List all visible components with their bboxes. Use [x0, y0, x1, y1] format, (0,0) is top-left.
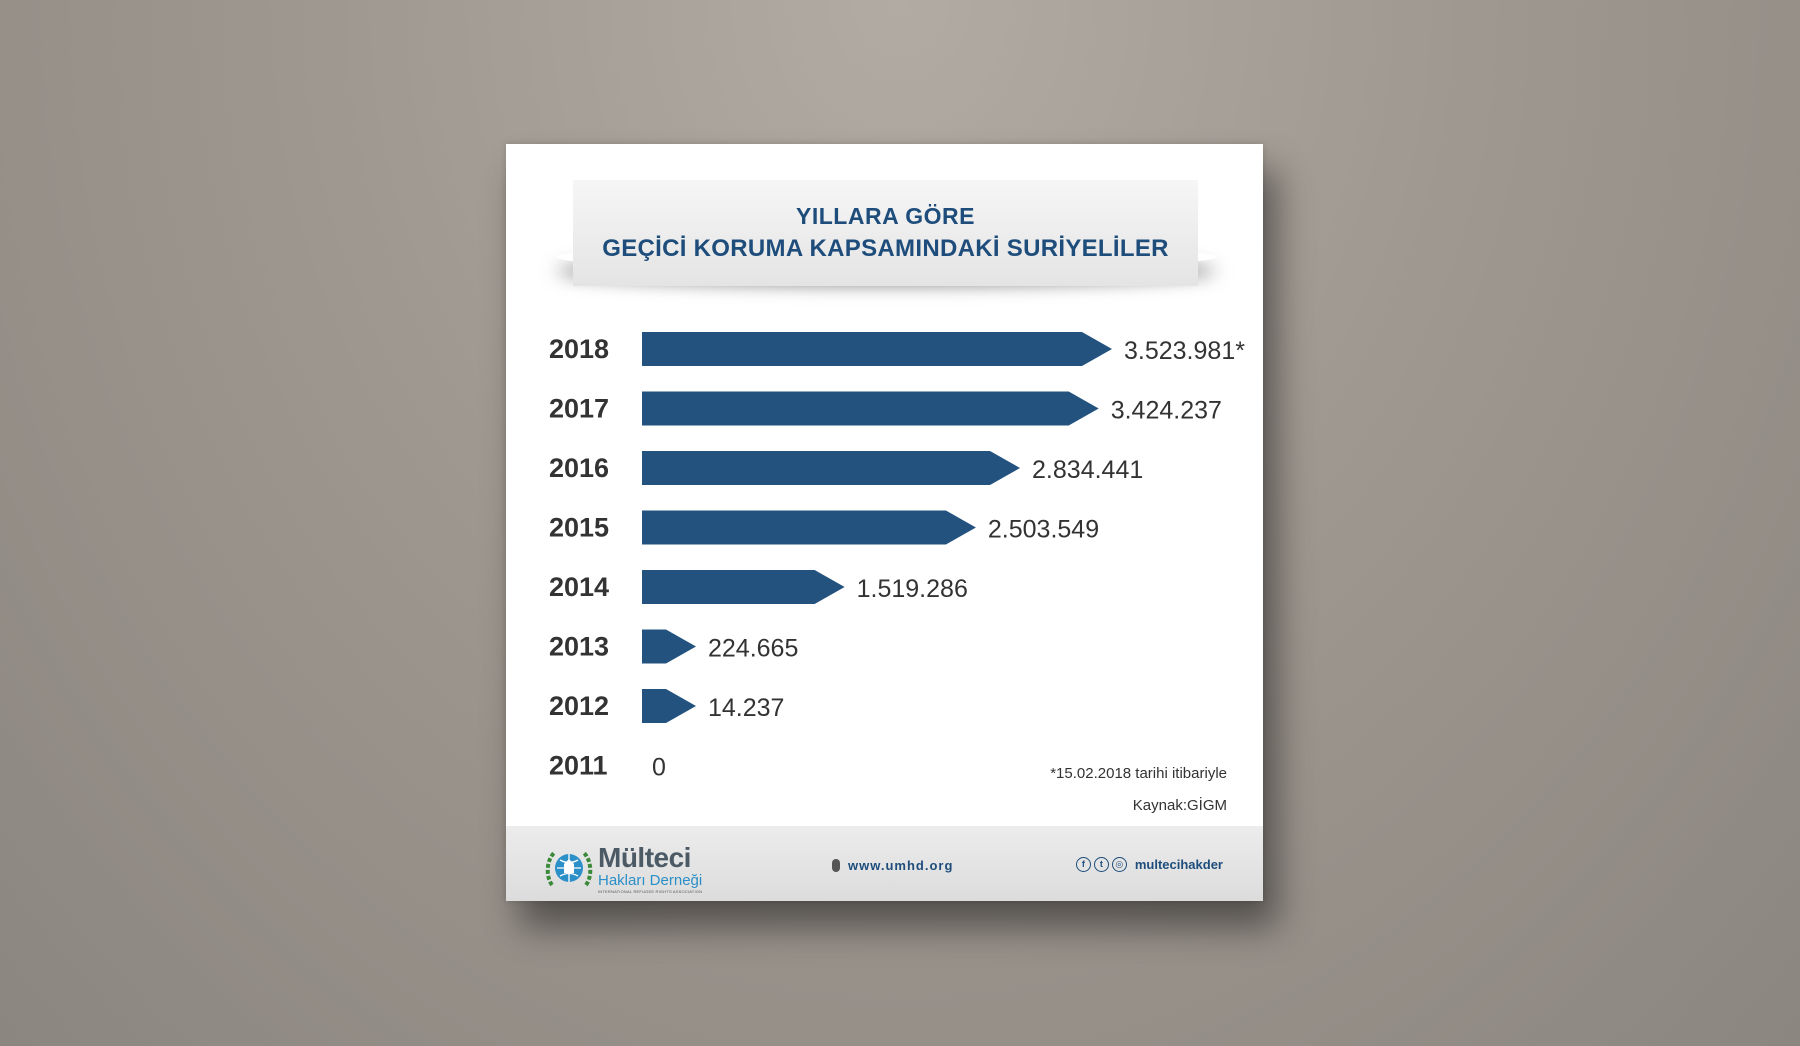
source-note: Kaynak:GİGM	[1132, 797, 1227, 814]
year-label: 2016	[549, 453, 609, 483]
instagram-icon[interactable]: ◎	[1111, 857, 1127, 872]
value-label: 1.519.286	[857, 575, 968, 603]
bar-2014	[642, 570, 845, 604]
bar-2013	[642, 629, 696, 664]
year-label: 2018	[549, 334, 609, 364]
website-link-group[interactable]: www.umhd.org	[832, 858, 953, 873]
chart-title-line2: GEÇİCİ KORUMA KAPSAMINDAKİ SURİYELİLER	[602, 235, 1169, 262]
twitter-icon[interactable]: t	[1093, 857, 1109, 872]
year-label: 2013	[549, 632, 609, 662]
social-links: f t ◎ multecihakder	[1075, 857, 1223, 872]
value-label: 14.237	[708, 694, 784, 722]
infographic-card: YILLARA GÖRE GEÇİCİ KORUMA KAPSAMINDAKİ …	[506, 144, 1263, 901]
value-label: 2.503.549	[988, 516, 1099, 544]
bar-2012	[642, 689, 696, 723]
facebook-icon[interactable]: f	[1075, 857, 1091, 872]
globe-wreath-icon	[545, 851, 593, 887]
chart-title-line1: YILLARA GÖRE	[796, 203, 975, 229]
value-label: 2.834.441	[1032, 456, 1143, 484]
logo-subtitle: Hakları Derneği	[598, 872, 703, 889]
footnote: *15.02.2018 tarihi itibariyle	[1050, 765, 1227, 782]
website-link[interactable]: www.umhd.org	[848, 858, 954, 873]
value-label: 224.665	[708, 635, 798, 663]
bar-2016	[642, 451, 1021, 485]
year-label: 2012	[549, 691, 609, 721]
value-label: 3.523.981*	[1124, 337, 1245, 365]
year-label: 2017	[549, 394, 609, 424]
chart-title-box: YILLARA GÖRE GEÇİCİ KORUMA KAPSAMINDAKİ …	[573, 180, 1198, 286]
bar-2017	[642, 391, 1099, 426]
footer-bar: Mülteci Hakları Derneği INTERNATIONAL RE…	[506, 826, 1263, 901]
bar-2018	[642, 332, 1112, 366]
year-label: 2014	[549, 572, 609, 602]
year-label: 2011	[549, 751, 608, 781]
year-label: 2015	[549, 513, 609, 543]
value-label: 3.424.237	[1111, 397, 1222, 425]
bar-2015	[642, 510, 976, 545]
bar-chart: 2018 3.523.981* 2017 3.424.237 2016 2.834.441…	[549, 332, 1245, 782]
logo-name: Mülteci	[598, 842, 691, 873]
value-label: 0	[652, 754, 666, 782]
organization-logo[interactable]: Mülteci Hakları Derneği INTERNATIONAL RE…	[544, 844, 702, 894]
mouse-icon	[832, 859, 840, 872]
social-handle[interactable]: multecihakder	[1134, 857, 1223, 872]
logo-tagline: INTERNATIONAL REFUGEE RIGHTS ASSOCIATION	[598, 889, 703, 894]
